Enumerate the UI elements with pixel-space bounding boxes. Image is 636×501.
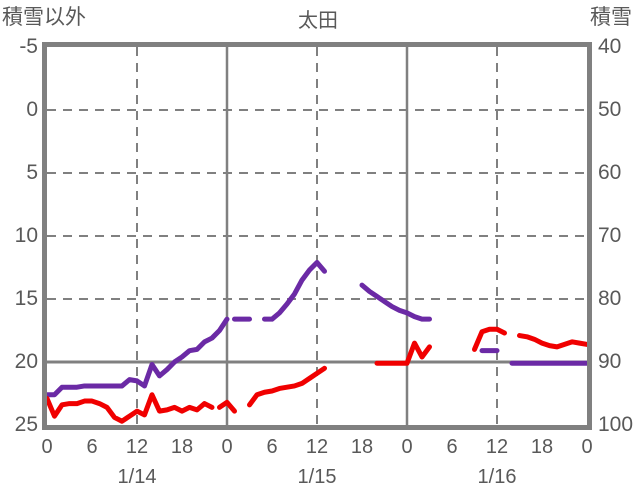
series-line-red bbox=[247, 365, 327, 408]
y-axis-left-tick: 10 bbox=[14, 224, 38, 247]
series-line-red bbox=[47, 392, 215, 424]
x-axis-tick: 0 bbox=[41, 436, 53, 458]
series-lines bbox=[47, 259, 587, 424]
y-axis-left-tick: 25 bbox=[14, 413, 38, 436]
y-axis-right-tick: 50 bbox=[598, 98, 622, 121]
series-line-red bbox=[517, 333, 587, 350]
x-axis-tick: 18 bbox=[530, 436, 554, 458]
x-axis-date-label: 1/16 bbox=[477, 466, 517, 488]
x-axis-tick: 18 bbox=[350, 436, 374, 458]
series-line-red bbox=[472, 326, 507, 352]
series-line-red bbox=[374, 340, 432, 366]
x-axis-tick: 6 bbox=[86, 436, 98, 458]
y-axis-left-tick: 5 bbox=[26, 161, 38, 184]
x-axis-tick: 18 bbox=[170, 436, 194, 458]
x-axis-date-label: 1/14 bbox=[117, 466, 157, 488]
x-axis-tick: 0 bbox=[401, 436, 413, 458]
left-axis-unit-label: 積雪以外 bbox=[2, 6, 86, 29]
x-axis-date-label: 1/15 bbox=[297, 466, 337, 488]
plot-area bbox=[42, 42, 592, 430]
series-line-red bbox=[217, 399, 237, 414]
right-axis-unit-label: 積雪 bbox=[590, 6, 632, 29]
x-axis-tick: 12 bbox=[125, 436, 149, 458]
y-axis-right-tick: 80 bbox=[598, 287, 622, 310]
x-axis-tick: 12 bbox=[485, 436, 509, 458]
x-axis-tick: 0 bbox=[221, 436, 233, 458]
x-axis-tick: 12 bbox=[305, 436, 329, 458]
y-axis-right-tick: 90 bbox=[598, 350, 622, 373]
y-axis-right-tick: 100 bbox=[598, 413, 634, 436]
chart-title: 太田 bbox=[298, 10, 338, 32]
x-axis-tick: 0 bbox=[581, 436, 593, 458]
x-axis-tick: 6 bbox=[446, 436, 458, 458]
y-axis-right-tick: 60 bbox=[598, 161, 622, 184]
x-axis-tick: 6 bbox=[266, 436, 278, 458]
gridlines bbox=[47, 47, 587, 425]
y-axis-left-tick: 20 bbox=[14, 350, 38, 373]
y-axis-left-tick: 0 bbox=[26, 98, 38, 121]
y-axis-right-tick: 40 bbox=[598, 35, 622, 58]
y-axis-left-tick: 15 bbox=[14, 287, 38, 310]
chart-canvas bbox=[47, 47, 587, 425]
series-line-purple bbox=[359, 282, 432, 322]
y-axis-right-tick: 70 bbox=[598, 224, 622, 247]
series-line-purple bbox=[47, 316, 230, 398]
y-axis-left-tick: -5 bbox=[19, 35, 38, 58]
series-line-purple bbox=[262, 259, 327, 322]
